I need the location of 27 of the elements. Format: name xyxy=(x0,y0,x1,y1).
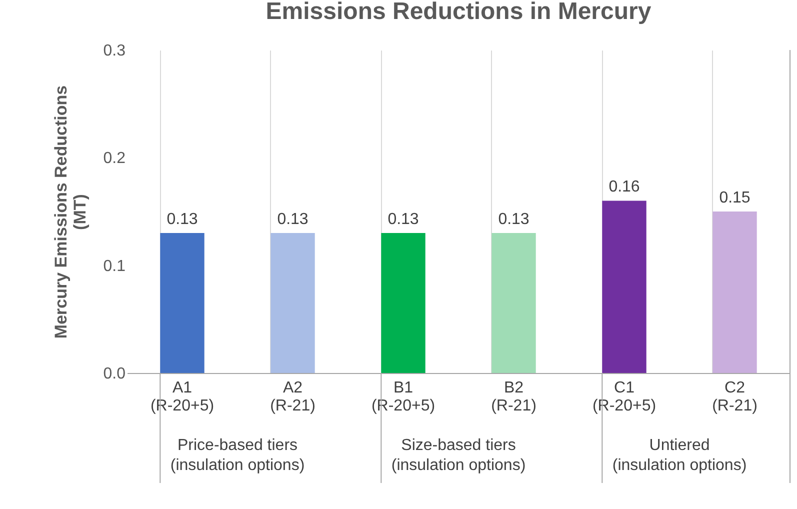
x-tick-label: C1 (R-20+5) xyxy=(592,380,656,414)
data-label: 0.13 xyxy=(498,211,530,228)
bar xyxy=(381,233,426,373)
x-tick-label: B1 (R-20+5) xyxy=(371,380,436,414)
bar xyxy=(160,233,204,373)
y-tick-label: 0.0 xyxy=(103,366,126,382)
y-tick-label: 0.3 xyxy=(103,42,126,60)
y-tick-label: 0.2 xyxy=(103,150,126,168)
text: Size-based tiers (insulation options) xyxy=(391,437,526,474)
text: Price-based tiers (insulation options) xyxy=(170,437,305,474)
bar xyxy=(602,200,646,373)
data-label: 0.15 xyxy=(719,190,750,206)
bar xyxy=(270,233,315,373)
y-tick-label: 0.1 xyxy=(103,258,126,275)
chart-title: Emissions Reductions in Mercury xyxy=(266,0,652,25)
bar xyxy=(492,233,536,373)
data-label: 0.16 xyxy=(608,178,640,196)
x-tick-label: A1 (R-20+5) xyxy=(150,380,214,414)
data-label: 0.13 xyxy=(166,211,198,228)
bar xyxy=(712,212,757,373)
x-tick-label: C2 (R-21) xyxy=(712,380,758,414)
x-tick-label: A2 (R-21) xyxy=(270,380,316,414)
x-tick-label: B2 (R-21) xyxy=(491,380,536,414)
data-label: 0.13 xyxy=(388,211,419,228)
data-label: 0.13 xyxy=(277,211,308,228)
y-axis-title: Mercury Emissions Reductions (MT) xyxy=(51,85,90,339)
text: Untiered (insulation options) xyxy=(612,437,747,474)
